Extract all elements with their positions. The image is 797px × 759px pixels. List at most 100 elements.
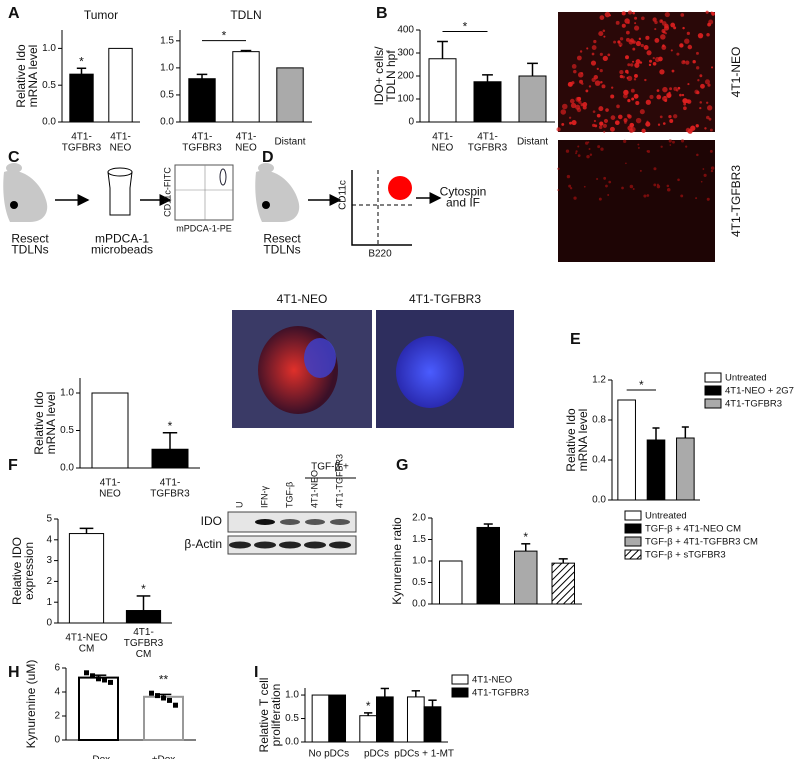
texture [623,89,629,96]
legend-swatch [451,674,469,685]
texture [599,52,603,56]
legend-swatch [704,398,722,409]
annotation: * [141,582,146,596]
panel-letter: A [8,5,20,22]
texture [629,184,634,189]
texture [640,43,644,48]
chart-title: TDLN [230,8,261,22]
bar [518,75,547,123]
y-axis-label: Relative Ido [32,391,46,455]
texture [602,123,607,128]
texture [683,106,687,111]
texture [608,180,612,184]
texture [687,44,693,50]
y-tick-label: 0 [46,618,52,629]
texture [638,37,642,41]
texture [619,37,624,41]
y-axis-label: TDLN hpf [384,50,398,102]
texture [577,72,584,78]
x-tick-label: 4T1-TGFBR3 [182,131,222,153]
texture [600,81,603,84]
y-tick-label: 0.0 [285,737,299,748]
texture [632,47,636,51]
lane-label: IFN-γ [259,486,269,508]
y-axis-label: mRNA level [26,45,40,108]
bar [514,550,538,605]
bar [188,78,216,123]
texture [673,114,678,119]
texture [615,20,620,25]
texture [621,186,624,190]
bar [108,47,133,123]
annotation: * [523,530,528,544]
bar [69,73,94,123]
texture [623,118,628,123]
texture [664,23,669,29]
x-tick-label: 4T1-NEO [235,131,257,153]
texture [611,86,614,89]
texture [662,122,666,125]
y-tick-label: 0.5 [285,713,299,724]
texture [610,94,615,99]
texture [619,74,624,79]
texture [629,63,634,67]
texture [588,147,591,150]
texture [625,69,629,74]
texture [709,128,713,132]
legend-label: TGF-β + sTGFBR3 [645,550,726,561]
legend-swatch [704,372,722,383]
step-label: Resect TDLNs [11,232,49,257]
annotation: * [222,29,227,43]
data-point [108,679,113,685]
bar [551,562,575,605]
texture [581,82,584,85]
data-point [90,673,95,679]
texture [596,177,599,181]
texture [616,104,620,109]
bar [151,448,189,469]
texture [624,121,627,124]
texture [682,98,688,104]
texture [602,29,606,32]
legend-swatch [624,536,642,547]
texture [565,149,570,153]
y-axis-label: IDO+ cells/ [372,46,386,106]
texture [588,85,592,88]
texture [635,40,642,47]
y-tick-label: 400 [397,25,414,36]
texture [653,183,657,187]
texture [679,43,684,48]
texture [696,66,700,70]
y-tick-label: 1 [46,597,52,608]
texture [671,69,675,73]
texture [603,176,607,180]
legend-label: TGF-β + 4T1-TGFBR3 CM [645,537,758,548]
y-tick-label: 4 [46,534,52,545]
texture [668,139,672,143]
texture [560,109,567,115]
texture [706,101,709,104]
texture [575,152,577,155]
panel-letter: B [376,5,388,22]
texture [625,162,627,165]
texture [669,119,674,123]
x-tick-label: 4T1-NEO [99,477,121,499]
x-tick-label: +Dox [152,755,176,759]
axis-label: mPDCA-1-PE [176,223,232,233]
texture [704,127,707,130]
texture [613,40,617,44]
texture [710,169,714,173]
bar [359,715,378,743]
texture [681,93,685,97]
y-axis-label: expression [22,542,36,600]
bar [276,67,304,123]
texture [569,98,575,104]
population [219,168,227,186]
legend-label: 4T1-NEO + 2G7 [725,386,794,397]
texture [643,194,647,198]
texture [706,115,710,120]
texture [604,11,611,18]
texture [653,167,657,171]
texture [597,145,601,149]
y-tick-label: 1.2 [592,375,606,386]
